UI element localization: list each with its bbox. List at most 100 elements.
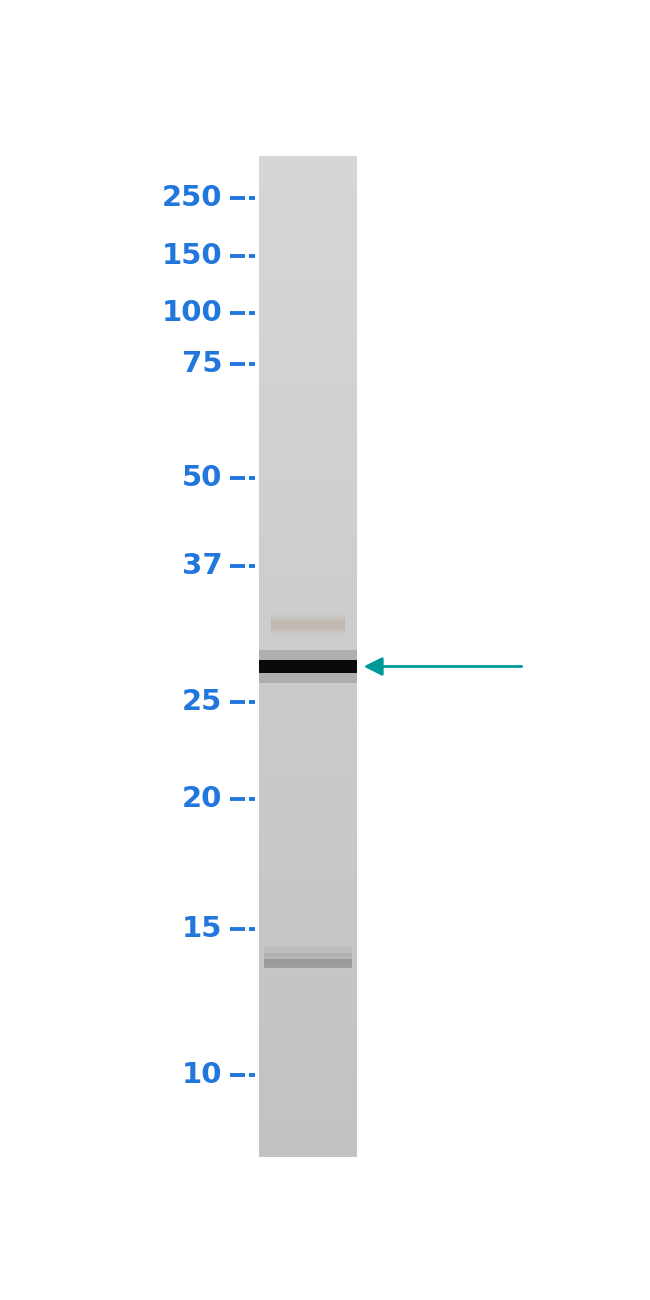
Bar [259,422,358,426]
Bar [259,637,358,640]
Bar [259,550,358,552]
Bar [259,927,358,930]
Bar [259,384,358,386]
Bar [259,673,358,676]
Bar [259,614,358,616]
Bar [259,1147,358,1150]
Bar [259,930,358,933]
Bar [259,406,358,410]
Bar [259,337,358,339]
Bar [259,727,358,729]
Bar [259,640,358,644]
Bar [259,396,358,399]
Bar [259,1027,358,1030]
Bar [259,840,358,844]
Bar [259,437,358,439]
Bar [259,853,358,857]
Bar [259,880,358,884]
Bar [259,887,358,890]
Bar [259,1091,358,1093]
Bar [259,209,358,213]
Bar [259,339,358,343]
Bar [259,627,358,629]
Bar [259,744,358,746]
Bar [259,693,358,697]
Bar [259,914,358,916]
Bar [259,373,358,376]
Bar [259,529,358,533]
Bar [259,823,358,827]
Bar [259,537,358,540]
Bar [259,976,358,980]
Bar [259,676,358,680]
Bar [259,684,358,686]
Bar [259,660,358,673]
Bar [259,169,358,173]
Bar [259,507,358,510]
Bar [259,786,358,790]
Bar [259,533,358,537]
Bar [259,923,358,927]
Bar [259,837,358,840]
Bar [259,469,358,473]
Bar [259,846,358,850]
Bar [259,329,358,333]
Bar [259,273,358,276]
Bar [259,650,358,653]
Bar [259,320,358,322]
Bar [259,493,358,497]
Bar [259,1034,358,1037]
Bar [259,850,358,853]
Bar [259,1127,358,1130]
Bar [259,867,358,870]
Bar [259,386,358,390]
Bar [259,740,358,744]
Bar [259,770,358,773]
Bar [259,646,358,650]
Bar [259,246,358,250]
Bar [259,1153,358,1157]
Bar [259,1067,358,1070]
Bar [259,1114,358,1117]
Bar [259,426,358,429]
Bar [259,156,358,160]
Bar [259,360,358,363]
Bar [259,861,358,863]
Bar [259,933,358,937]
Bar [259,991,358,993]
Bar [259,667,358,670]
Bar [259,563,358,567]
Bar [259,833,358,837]
Bar [259,733,358,737]
Bar [259,243,358,246]
Bar [259,716,358,720]
Bar [259,680,358,684]
Bar [259,416,358,420]
Bar [259,309,358,313]
Bar [271,627,345,634]
Bar [259,1117,358,1121]
Bar [259,1121,358,1123]
Bar [259,974,358,976]
Bar [259,940,358,944]
Bar [259,192,358,196]
Bar [259,910,358,914]
Bar [259,997,358,1000]
Bar [259,827,358,829]
Bar [259,439,358,443]
Bar [259,166,358,169]
Bar [259,884,358,887]
Bar [259,322,358,326]
Bar [259,784,358,786]
Bar [259,190,358,192]
Bar [259,707,358,710]
Bar [259,907,358,910]
Bar [259,1140,358,1144]
Bar [259,586,358,590]
Bar [259,970,358,974]
Bar [259,810,358,814]
Bar [259,1017,358,1020]
Bar [259,793,358,797]
Bar [259,160,358,162]
Bar [259,1000,358,1004]
